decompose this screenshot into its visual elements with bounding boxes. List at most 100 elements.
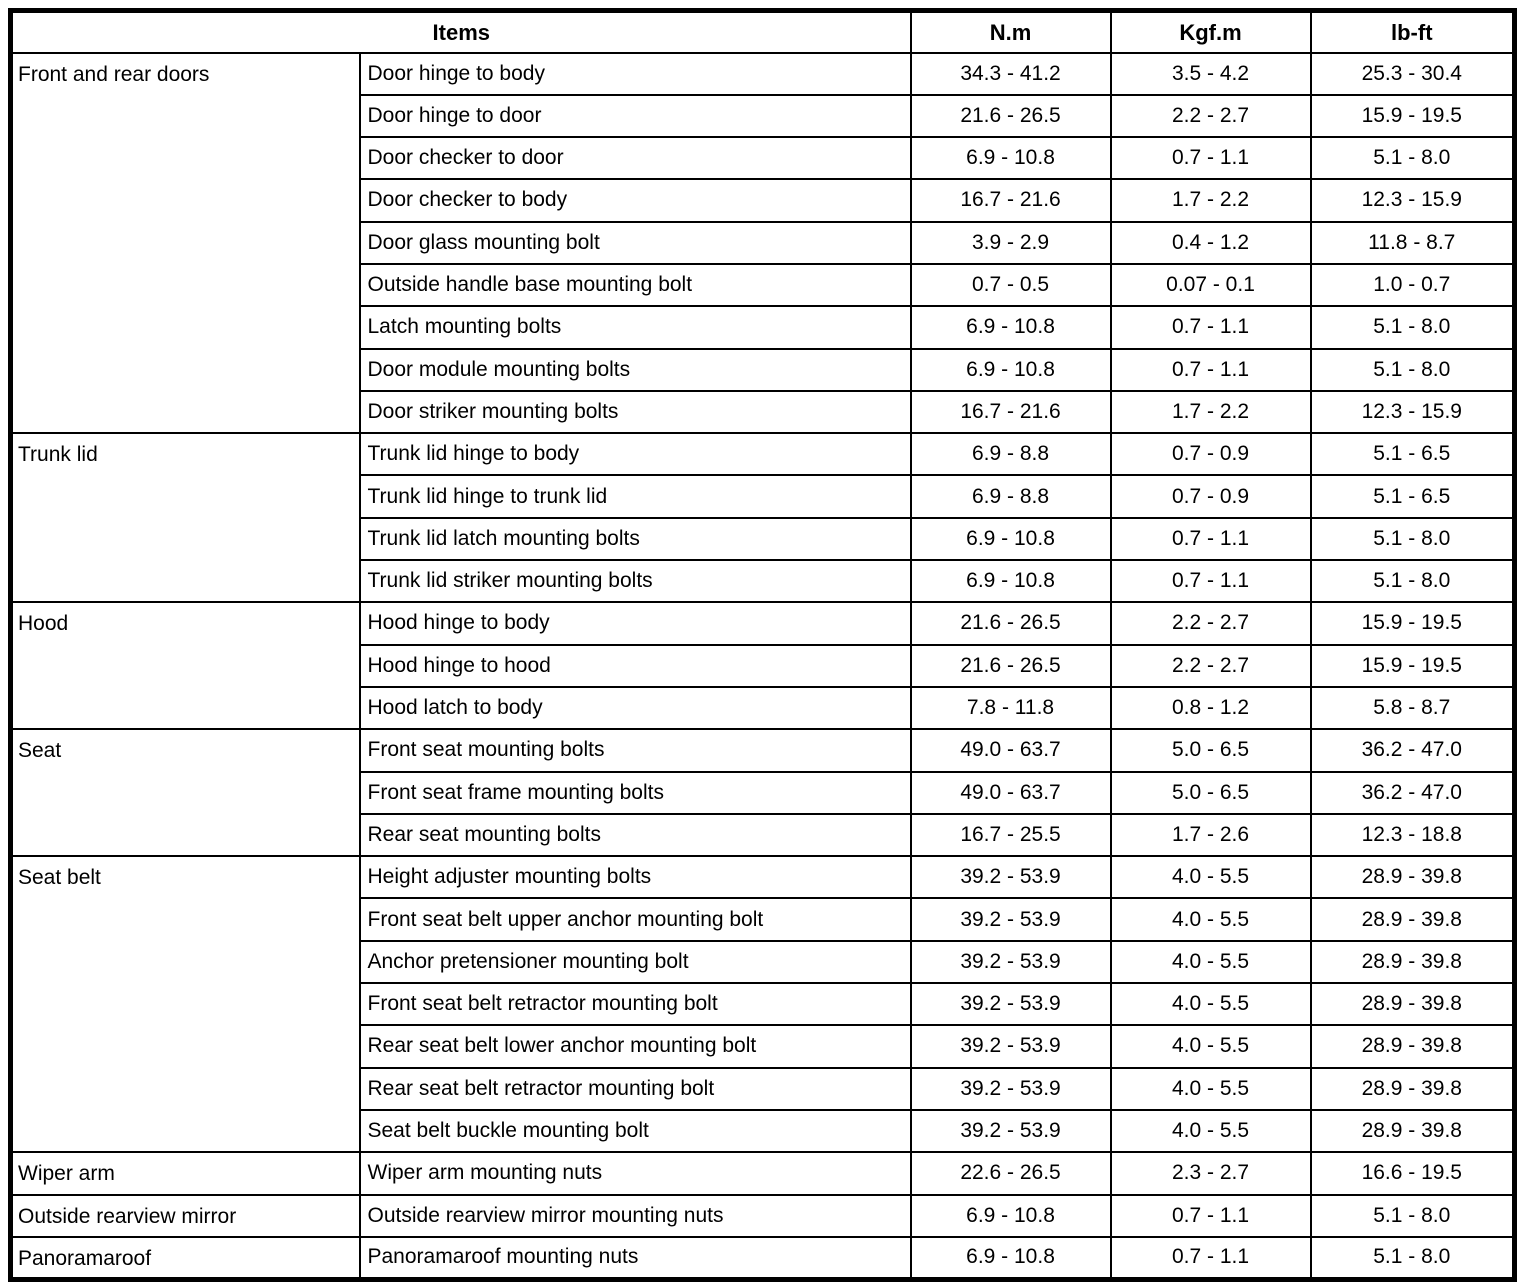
kgfm-value-cell: 4.0 - 5.5 — [1109, 939, 1312, 985]
item-cell: Anchor pretensioner mounting bolt — [358, 939, 912, 985]
header-nm: N.m — [909, 9, 1112, 54]
table-row: Front seat belt upper anchor mounting bo… — [11, 897, 1516, 942]
table-row: Trunk lid latch mounting bolts 6.9 - 10.8… — [11, 516, 1516, 562]
table-row: Hood Hood hinge to body 21.6 - 26.5 2.2 - 2… — [9, 601, 1516, 731]
table-row: Anchor pretensioner mounting bolt 39.2 - … — [11, 939, 1516, 985]
kgfm-value-cell: 0.7 - 1.1 — [1109, 559, 1312, 604]
item-cell: Rear seat belt retractor mounting bolt — [358, 1066, 912, 1111]
nm-value-cell: 6.9 - 10.8 — [909, 136, 1112, 181]
table-row: Latch mounting bolts 6.9 - 10.8 0.7 - 1.1 5… — [11, 305, 1516, 350]
lbft-value-cell: 5.1 - 8.0 — [1309, 1235, 1516, 1281]
item-cell: Door module mounting bolts — [358, 347, 912, 392]
header-lbft: lb-ft — [1309, 9, 1516, 54]
nm-value-cell: 6.9 - 8.8 — [909, 432, 1112, 477]
table-row: Front and rear doors Door hinge to body 34… — [9, 51, 1516, 435]
nm-value-cell: 6.9 - 10.8 — [909, 1235, 1112, 1281]
lbft-value-cell: 5.1 - 8.0 — [1309, 1193, 1516, 1238]
nm-value-cell: 34.3 - 41.2 — [909, 51, 1112, 96]
nm-value-cell: 16.7 - 21.6 — [909, 178, 1112, 223]
nm-value-cell: 6.9 - 10.8 — [909, 305, 1112, 350]
table-row: Rear seat belt lower anchor mounting bol… — [11, 1024, 1516, 1069]
item-cell: Rear seat belt lower anchor mounting bol… — [358, 1024, 912, 1069]
lbft-value-cell: 28.9 - 39.8 — [1309, 897, 1516, 942]
nm-value-cell: 16.7 - 21.6 — [909, 389, 1112, 435]
nm-value-cell: 16.7 - 25.5 — [909, 812, 1112, 858]
lbft-value-cell: 28.9 - 39.8 — [1309, 855, 1516, 900]
nm-value-cell: 39.2 - 53.9 — [909, 982, 1112, 1027]
item-cell: Trunk lid hinge to body — [358, 432, 912, 477]
kgfm-value-cell: 5.0 - 6.5 — [1109, 728, 1312, 773]
table-row: Wiper arm Wiper arm mounting nuts 22.6 - 2… — [9, 1151, 1516, 1196]
kgfm-value-cell: 2.2 - 2.7 — [1109, 601, 1312, 646]
table-row: Trunk lid striker mounting bolts 6.9 - 10… — [11, 559, 1516, 604]
nm-value-cell: 0.7 - 0.5 — [909, 262, 1112, 308]
kgfm-value-cell: 4.0 - 5.5 — [1109, 1066, 1312, 1111]
item-cell: Front seat mounting bolts — [358, 728, 912, 773]
category-cell: Wiper arm — [9, 1151, 361, 1196]
lbft-value-cell: 28.9 - 39.8 — [1309, 1108, 1516, 1154]
kgfm-value-cell: 0.7 - 0.9 — [1109, 474, 1312, 519]
nm-value-cell: 39.2 - 53.9 — [909, 939, 1112, 985]
lbft-value-cell: 36.2 - 47.0 — [1309, 770, 1516, 815]
lbft-value-cell: 36.2 - 47.0 — [1309, 728, 1516, 773]
nm-value-cell: 21.6 - 26.5 — [909, 643, 1112, 688]
item-cell: Door checker to body — [358, 178, 912, 223]
nm-value-cell: 49.0 - 63.7 — [909, 770, 1112, 815]
table-row: Door striker mounting bolts 16.7 - 21.6 1.… — [11, 389, 1516, 435]
nm-value-cell: 6.9 - 10.8 — [909, 1193, 1112, 1238]
kgfm-value-cell: 1.7 - 2.2 — [1109, 389, 1312, 435]
kgfm-value-cell: 2.2 - 2.7 — [1109, 643, 1312, 688]
kgfm-value-cell: 1.7 - 2.2 — [1109, 178, 1312, 223]
table-row: Rear seat belt retractor mounting bolt 39… — [11, 1066, 1516, 1111]
nm-value-cell: 6.9 - 10.8 — [909, 347, 1112, 392]
item-cell: Front seat belt retractor mounting bolt — [358, 982, 912, 1027]
lbft-value-cell: 5.1 - 8.0 — [1309, 305, 1516, 350]
lbft-value-cell: 15.9 - 19.5 — [1309, 601, 1516, 646]
kgfm-value-cell: 1.7 - 2.6 — [1109, 812, 1312, 858]
kgfm-value-cell: 0.7 - 1.1 — [1109, 136, 1312, 181]
lbft-value-cell: 12.3 - 15.9 — [1309, 389, 1516, 435]
kgfm-value-cell: 0.7 - 1.1 — [1109, 516, 1312, 562]
category-cell: Outside rearview mirror — [9, 1193, 361, 1238]
category-cell: Seat — [9, 728, 361, 858]
table-row: Outside rearview mirror Outside rearview … — [9, 1193, 1516, 1238]
table-row: Trunk lid hinge to trunk lid 6.9 - 8.8 0.7… — [11, 474, 1516, 519]
lbft-value-cell: 5.1 - 8.0 — [1309, 559, 1516, 604]
lbft-value-cell: 28.9 - 39.8 — [1309, 1024, 1516, 1069]
item-cell: Hood hinge to body — [358, 601, 912, 646]
table-row: Door glass mounting bolt 3.9 - 2.9 0.4 - 1… — [11, 220, 1516, 265]
item-cell: Hood hinge to hood — [358, 643, 912, 688]
kgfm-value-cell: 2.2 - 2.7 — [1109, 93, 1312, 139]
item-cell: Door hinge to body — [358, 51, 912, 96]
category-cell: Hood — [9, 601, 361, 731]
lbft-value-cell: 12.3 - 15.9 — [1309, 178, 1516, 223]
nm-value-cell: 6.9 - 8.8 — [909, 474, 1112, 519]
item-cell: Rear seat mounting bolts — [358, 812, 912, 858]
kgfm-value-cell: 0.4 - 1.2 — [1109, 220, 1312, 265]
table-row: Hood latch to body 7.8 - 11.8 0.8 - 1.2 5.8… — [11, 685, 1516, 731]
category-cell: Trunk lid — [9, 432, 361, 604]
lbft-value-cell: 28.9 - 39.8 — [1309, 939, 1516, 985]
lbft-value-cell: 5.1 - 6.5 — [1309, 474, 1516, 519]
lbft-value-cell: 5.1 - 8.0 — [1309, 516, 1516, 562]
item-cell: Front seat belt upper anchor mounting bo… — [358, 897, 912, 942]
kgfm-value-cell: 4.0 - 5.5 — [1109, 897, 1312, 942]
kgfm-value-cell: 5.0 - 6.5 — [1109, 770, 1312, 815]
kgfm-value-cell: 0.7 - 0.9 — [1109, 432, 1312, 477]
nm-value-cell: 6.9 - 10.8 — [909, 516, 1112, 562]
nm-value-cell: 3.9 - 2.9 — [909, 220, 1112, 265]
lbft-value-cell: 12.3 - 18.8 — [1309, 812, 1516, 858]
table-row: Door hinge to door 21.6 - 26.5 2.2 - 2.7 15… — [11, 93, 1516, 139]
lbft-value-cell: 15.9 - 19.5 — [1309, 643, 1516, 688]
table-row: Rear seat mounting bolts 16.7 - 25.5 1.7 -… — [11, 812, 1516, 858]
kgfm-value-cell: 0.7 - 1.1 — [1109, 305, 1312, 350]
kgfm-value-cell: 0.7 - 1.1 — [1109, 1235, 1312, 1281]
lbft-value-cell: 5.1 - 8.0 — [1309, 136, 1516, 181]
nm-value-cell: 49.0 - 63.7 — [909, 728, 1112, 773]
lbft-value-cell: 5.1 - 6.5 — [1309, 432, 1516, 477]
lbft-value-cell: 28.9 - 39.8 — [1309, 1066, 1516, 1111]
item-cell: Door hinge to door — [358, 93, 912, 139]
table-row: Door checker to body 16.7 - 21.6 1.7 - 2.2… — [11, 178, 1516, 223]
nm-value-cell: 39.2 - 53.9 — [909, 1066, 1112, 1111]
